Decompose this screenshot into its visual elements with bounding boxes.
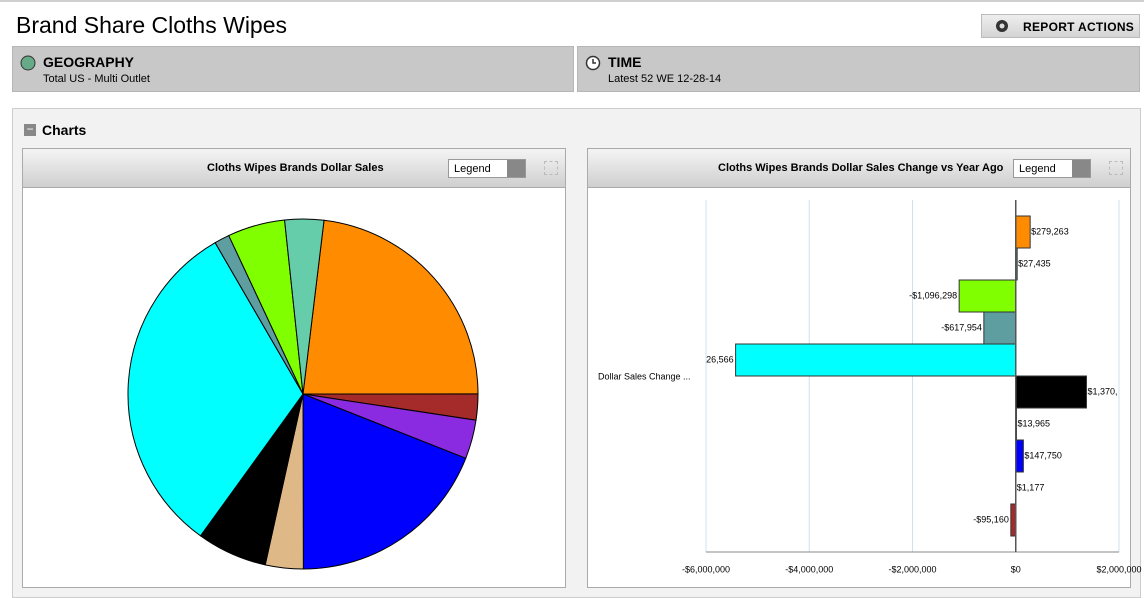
pie-chart — [23, 186, 565, 586]
panel-header: Cloths Wipes Brands Dollar Sales Legend — [23, 149, 565, 188]
globe-icon — [20, 55, 36, 71]
chart-title: Cloths Wipes Brands Dollar Sales Change … — [718, 162, 1003, 174]
bar — [1016, 216, 1030, 248]
x-tick-label: $2,000,000 — [1096, 564, 1141, 574]
dropdown-label: Legend — [1019, 163, 1056, 175]
data-label: $147,750 — [1024, 450, 1062, 460]
button-label: REPORT ACTIONS — [1023, 20, 1134, 34]
pie-slice — [303, 220, 478, 394]
data-label: $279,263 — [1031, 226, 1069, 236]
data-label: -$1,096,298 — [909, 290, 957, 300]
data-label: $1,177 — [1017, 482, 1045, 492]
data-label: 26,566 — [706, 354, 734, 364]
gear-icon — [994, 18, 1010, 34]
dropdown-arrow — [507, 160, 525, 177]
dropdown-arrow — [1072, 160, 1090, 177]
data-label: $27,435 — [1018, 258, 1051, 268]
expand-icon[interactable] — [544, 161, 558, 175]
bar — [736, 344, 1016, 376]
data-label: $1,370, — [1087, 386, 1117, 396]
bar — [984, 312, 1016, 344]
clock-icon — [585, 55, 601, 71]
bar-chart: -$6,000,000 -$4,000,000 -$2,000,000 $0 $2,00… — [588, 186, 1144, 586]
collapse-toggle[interactable]: − — [24, 124, 36, 136]
x-tick-label: -$6,000,000 — [682, 564, 730, 574]
time-filter[interactable]: TIME Latest 52 WE 12-28-14 — [577, 46, 1140, 92]
x-tick-label: -$4,000,000 — [785, 564, 833, 574]
filter-label: TIME — [608, 54, 641, 70]
chart-title: Cloths Wipes Brands Dollar Sales — [207, 162, 384, 174]
filter-value: Total US - Multi Outlet — [43, 73, 150, 85]
top-border — [0, 0, 1144, 2]
x-tick-label: -$2,000,000 — [888, 564, 936, 574]
x-tick-label: $0 — [1011, 564, 1021, 574]
data-label: $13,965 — [1017, 418, 1050, 428]
expand-icon[interactable] — [1109, 161, 1123, 175]
bar — [1016, 440, 1024, 472]
bar — [1016, 376, 1087, 408]
legend-dropdown[interactable]: Legend — [1013, 159, 1091, 178]
geography-filter[interactable]: GEOGRAPHY Total US - Multi Outlet — [12, 46, 574, 92]
filter-value: Latest 52 WE 12-28-14 — [608, 73, 721, 85]
category-label: Dollar Sales Change ... — [598, 371, 691, 381]
data-label: -$617,954 — [941, 322, 982, 332]
section-title: Charts — [42, 122, 86, 138]
filter-label: GEOGRAPHY — [43, 54, 134, 70]
dropdown-label: Legend — [454, 163, 491, 175]
panel-header: Cloths Wipes Brands Dollar Sales Change … — [588, 149, 1130, 188]
report-actions-button[interactable]: REPORT ACTIONS — [981, 14, 1140, 38]
legend-dropdown[interactable]: Legend — [448, 159, 526, 178]
page-title: Brand Share Cloths Wipes — [16, 12, 287, 39]
bar — [959, 280, 1016, 312]
data-label: -$95,160 — [973, 514, 1009, 524]
